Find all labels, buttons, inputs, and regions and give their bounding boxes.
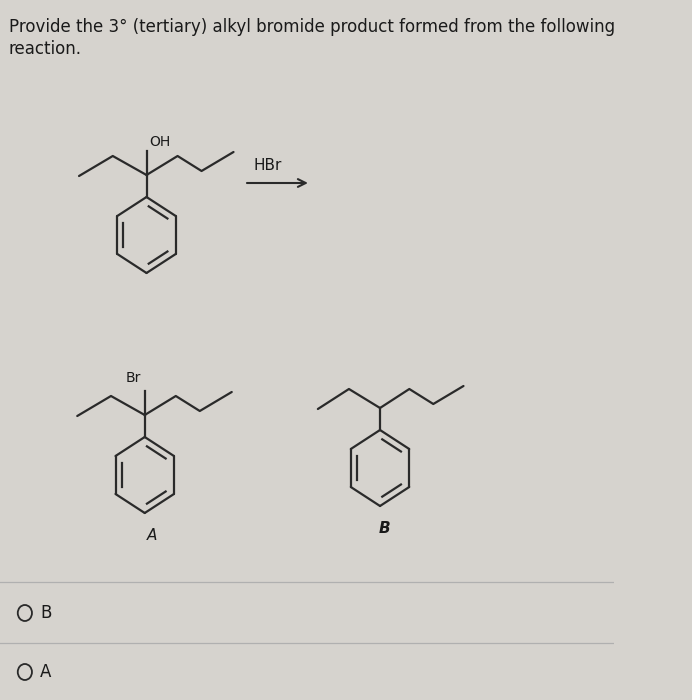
Text: Br: Br	[125, 371, 140, 385]
Text: reaction.: reaction.	[9, 40, 82, 58]
Text: B: B	[379, 521, 390, 536]
Text: HBr: HBr	[253, 158, 282, 173]
Text: OH: OH	[149, 135, 170, 149]
Text: Provide the 3° (tertiary) alkyl bromide product formed from the following: Provide the 3° (tertiary) alkyl bromide …	[9, 18, 615, 36]
Text: B: B	[40, 604, 51, 622]
Text: A: A	[40, 663, 51, 681]
Text: A: A	[147, 528, 157, 543]
